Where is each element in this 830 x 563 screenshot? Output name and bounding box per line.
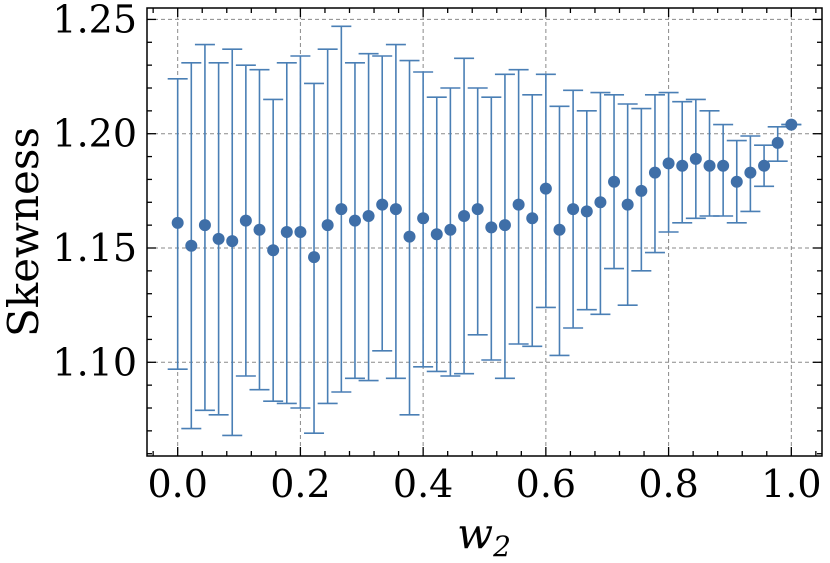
data-point bbox=[267, 244, 280, 257]
data-point bbox=[594, 196, 607, 209]
data-point bbox=[376, 198, 389, 211]
data-point bbox=[403, 230, 416, 243]
data-point bbox=[308, 251, 321, 264]
data-point bbox=[171, 216, 184, 229]
y-tick-label: 1.10 bbox=[52, 340, 137, 384]
x-tick-label: 0.0 bbox=[147, 462, 207, 506]
data-point bbox=[635, 184, 648, 197]
data-point bbox=[648, 166, 661, 179]
data-points bbox=[171, 118, 798, 264]
data-point bbox=[676, 159, 689, 172]
x-axis-label-subscript: 2 bbox=[492, 530, 511, 563]
data-point bbox=[703, 159, 716, 172]
data-point bbox=[198, 219, 211, 232]
x-tick-label: 0.6 bbox=[516, 462, 576, 506]
data-point bbox=[417, 212, 430, 225]
data-point bbox=[567, 203, 580, 216]
data-point bbox=[662, 157, 675, 170]
data-point bbox=[253, 223, 266, 236]
data-point bbox=[348, 214, 361, 227]
data-point bbox=[458, 210, 471, 222]
x-tick-label: 0.2 bbox=[270, 462, 330, 506]
x-tick-label: 0.8 bbox=[638, 462, 698, 506]
data-point bbox=[485, 221, 498, 234]
data-point bbox=[785, 118, 798, 131]
data-point bbox=[212, 232, 225, 245]
data-point bbox=[280, 226, 293, 238]
x-axis-label: w2 bbox=[457, 509, 511, 563]
x-tick-label: 0.4 bbox=[393, 462, 453, 506]
grid-lines bbox=[147, 8, 822, 456]
data-point bbox=[689, 152, 702, 165]
y-axis-label: Skewness bbox=[0, 127, 48, 337]
data-point bbox=[321, 219, 334, 232]
data-point bbox=[471, 203, 484, 216]
data-point bbox=[730, 175, 743, 188]
data-point bbox=[335, 203, 348, 216]
data-point bbox=[389, 203, 402, 216]
axis-ticks bbox=[147, 8, 822, 456]
data-point bbox=[553, 223, 566, 236]
data-point bbox=[498, 219, 511, 232]
data-point bbox=[444, 223, 457, 236]
data-point bbox=[226, 235, 239, 248]
y-tick-label: 1.15 bbox=[52, 226, 137, 270]
data-point bbox=[608, 175, 621, 188]
data-point bbox=[362, 210, 375, 222]
data-point bbox=[758, 159, 771, 172]
data-point bbox=[771, 136, 784, 149]
tick-labels: 0.0 0.2 0.4 0.6 0.8 1.0 1.10 1.15 1.20 1.25 bbox=[52, 0, 821, 506]
x-tick-label: 1.0 bbox=[761, 462, 821, 506]
data-point bbox=[512, 198, 525, 211]
y-tick-label: 1.20 bbox=[52, 112, 137, 156]
data-point bbox=[430, 228, 443, 241]
data-point bbox=[580, 205, 593, 218]
data-point bbox=[717, 159, 730, 172]
data-point bbox=[744, 166, 757, 179]
data-point bbox=[185, 239, 198, 252]
data-point bbox=[294, 226, 307, 238]
data-point bbox=[526, 212, 539, 225]
data-point bbox=[539, 182, 552, 195]
data-point bbox=[239, 214, 252, 227]
plot-frame bbox=[146, 7, 823, 457]
y-tick-label: 1.25 bbox=[52, 0, 137, 41]
data-point bbox=[621, 198, 634, 211]
